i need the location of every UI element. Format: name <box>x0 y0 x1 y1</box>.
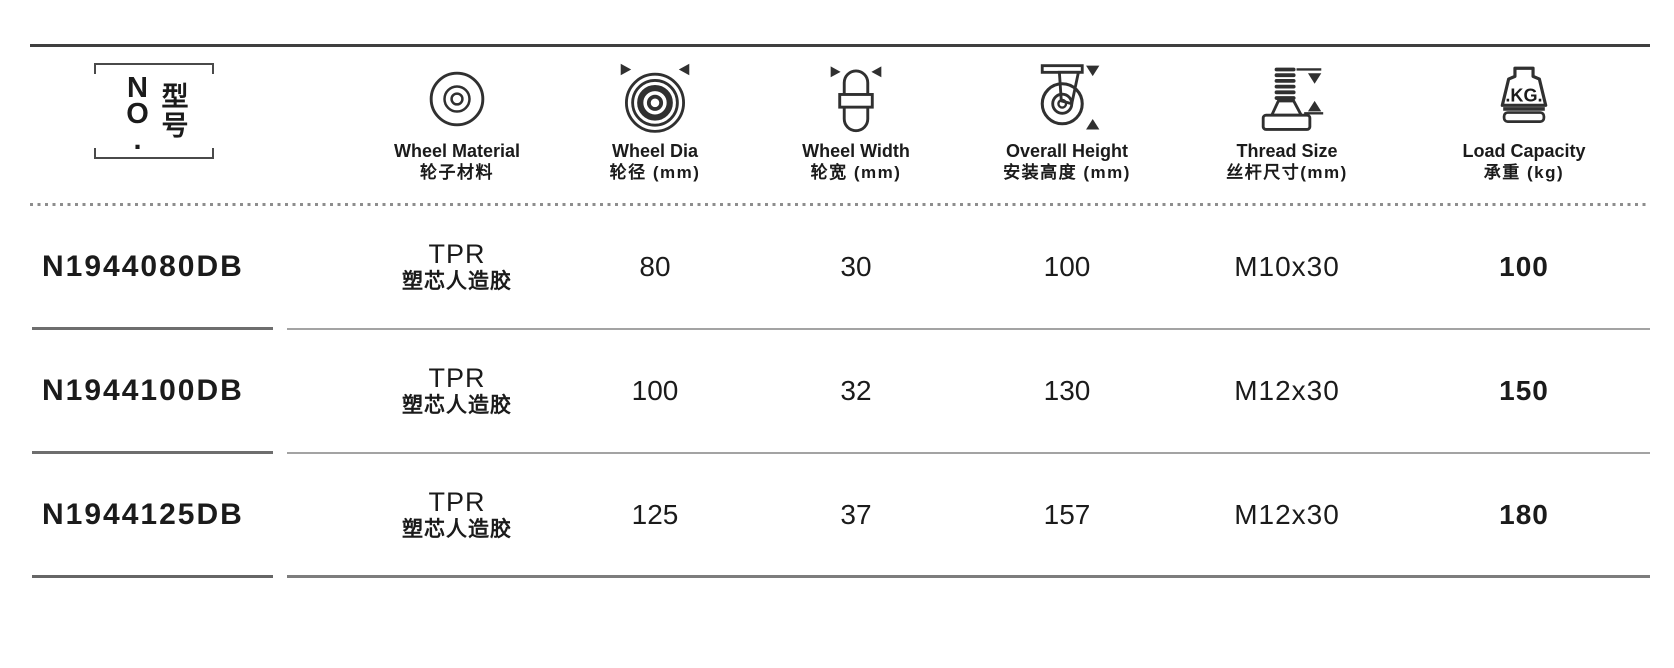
load-capacity-value: 100 <box>1499 250 1549 282</box>
thread-size-value: M10x30 <box>1234 250 1340 282</box>
wheel-diameter-icon <box>615 59 695 139</box>
model-header-cjk: 型号 <box>157 82 188 140</box>
column-label-zh: 安装高度 (mm) <box>1003 162 1131 182</box>
wheel-material-icon <box>422 59 492 139</box>
column-label-en: Thread Size <box>1236 141 1338 161</box>
column-header-model: NO. 型号 <box>30 59 358 201</box>
column-label-en: Load Capacity <box>1462 141 1586 161</box>
wheel-width-value: 32 <box>840 374 872 406</box>
wheel-width-value: 37 <box>840 498 872 530</box>
header-dotted-divider <box>30 203 1650 206</box>
thread-size-value: M12x30 <box>1234 374 1340 406</box>
model-number: N1944125DB <box>42 497 244 531</box>
wheel-dia-value: 125 <box>631 498 679 530</box>
column-label-zh: 轮子材料 <box>420 162 494 182</box>
column-label-en: Wheel Material <box>393 141 521 161</box>
load-capacity-value: 150 <box>1499 374 1549 406</box>
column-header-wheel-material: Wheel Material 轮子材料 <box>358 59 556 183</box>
model-number: N1944080DB <box>42 249 244 283</box>
wheel-dia-value: 100 <box>631 374 679 406</box>
row-divider <box>30 327 1650 330</box>
overall-height-icon <box>1027 59 1107 139</box>
wheel-width-value: 30 <box>840 250 872 282</box>
table-row: N1944080DB TPR 塑芯人造胶 80 30 100 M10x30 10… <box>30 206 1650 327</box>
column-label-zh: 承重 (kg) <box>1483 162 1565 182</box>
caster-spec-table: NO. 型号 Wheel Material 轮子材料 <box>30 44 1650 578</box>
material-zh: 塑芯人造胶 <box>402 517 512 541</box>
material-en: TPR <box>428 239 486 270</box>
kg-label: .KG. <box>1505 86 1542 106</box>
model-header-bracket: NO. 型号 <box>94 63 214 159</box>
column-header-thread-size: Thread Size 丝杆尺寸(mm) <box>1176 59 1398 183</box>
material-en: TPR <box>428 363 486 394</box>
wheel-material: TPR 塑芯人造胶 <box>358 487 556 541</box>
thread-size-icon <box>1247 59 1327 139</box>
wheel-material: TPR 塑芯人造胶 <box>358 363 556 417</box>
overall-height-value: 157 <box>1043 498 1091 530</box>
model-number: N1944100DB <box>42 373 244 407</box>
material-zh: 塑芯人造胶 <box>402 269 512 293</box>
column-label-zh: 丝杆尺寸(mm) <box>1226 162 1348 182</box>
wheel-material: TPR 塑芯人造胶 <box>358 239 556 293</box>
thread-size-value: M12x30 <box>1234 498 1340 530</box>
bottom-divider <box>30 575 1650 578</box>
table-row: N1944125DB TPR 塑芯人造胶 125 37 157 M12x30 1… <box>30 454 1650 575</box>
overall-height-value: 130 <box>1043 374 1091 406</box>
wheel-dia-value: 80 <box>639 250 671 282</box>
column-label-en: Wheel Width <box>802 141 910 161</box>
material-en: TPR <box>428 487 486 518</box>
column-header-overall-height: Overall Height 安装高度 (mm) <box>958 59 1176 183</box>
top-rule <box>30 44 1650 47</box>
column-header-wheel-width: Wheel Width 轮宽 (mm) <box>754 59 958 183</box>
overall-height-value: 100 <box>1043 250 1091 282</box>
model-header-latin: NO. <box>121 72 154 150</box>
material-zh: 塑芯人造胶 <box>402 393 512 417</box>
table-header-row: NO. 型号 Wheel Material 轮子材料 <box>30 47 1650 201</box>
table-row: N1944100DB TPR 塑芯人造胶 100 32 130 M12x30 1… <box>30 330 1650 451</box>
load-capacity-icon: .KG. <box>1486 59 1562 139</box>
column-label-en: Overall Height <box>1005 141 1129 161</box>
load-capacity-value: 180 <box>1499 498 1549 530</box>
column-header-wheel-dia: Wheel Dia 轮径 (mm) <box>556 59 754 183</box>
column-label-zh: 轮径 (mm) <box>609 162 701 182</box>
column-label-en: Wheel Dia <box>611 141 699 161</box>
column-header-load-capacity: .KG. Load Capacity 承重 (kg) <box>1398 59 1650 183</box>
column-label-zh: 轮宽 (mm) <box>810 162 902 182</box>
wheel-width-icon <box>818 59 894 139</box>
row-divider <box>30 451 1650 454</box>
